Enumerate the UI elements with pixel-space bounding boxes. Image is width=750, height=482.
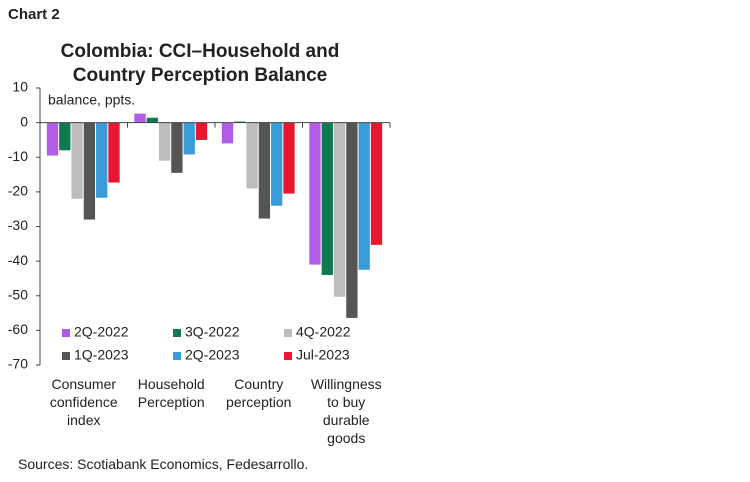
- source: Sources: Scotiabank Economics, Fedesarro…: [18, 456, 309, 472]
- legend-swatch: [284, 352, 292, 360]
- bar: [158, 122, 171, 161]
- legend-label: 2Q-2022: [74, 324, 129, 340]
- y-tick-label: 0: [20, 113, 28, 129]
- bar: [246, 122, 258, 189]
- legend-swatch: [173, 329, 181, 337]
- bar: [183, 122, 195, 155]
- bar: [309, 122, 321, 265]
- bar: [358, 122, 370, 270]
- chart-label: Chart 2: [8, 6, 60, 23]
- y-tick-label: 10: [12, 79, 28, 95]
- bar: [321, 122, 333, 275]
- bar: [171, 122, 183, 173]
- x-tick-label: Household Perception: [137, 376, 205, 410]
- y-axis-label: balance, ppts.: [48, 92, 135, 108]
- bar: [108, 122, 120, 183]
- y-tick-label: -20: [8, 183, 28, 199]
- bar: [83, 122, 96, 220]
- bar: [271, 122, 283, 206]
- chart-title: Colombia: CCI–Household and Country Perc…: [60, 41, 340, 86]
- bar: [221, 122, 234, 144]
- legend-swatch: [173, 352, 181, 360]
- y-tick-label: -60: [8, 321, 28, 337]
- bar: [283, 122, 295, 194]
- y-tick-label: -70: [8, 356, 28, 372]
- y-tick-label: -50: [8, 286, 28, 302]
- x-tick-label: Country perception: [226, 376, 292, 410]
- bar: [59, 122, 71, 151]
- bar: [346, 122, 358, 318]
- bar: [71, 122, 83, 199]
- x-tick-label: Consumer confidence index: [49, 376, 118, 428]
- legend-swatch: [284, 329, 292, 337]
- bar: [46, 122, 59, 156]
- bar: [146, 117, 158, 123]
- legend-label: 2Q-2023: [185, 347, 240, 363]
- legend-label: 3Q-2022: [185, 324, 240, 340]
- bar: [370, 122, 383, 245]
- bar: [96, 122, 108, 198]
- legend-label: 4Q-2022: [296, 324, 351, 340]
- bar: [333, 122, 346, 297]
- legend-label: Jul-2023: [296, 347, 350, 363]
- y-tick-label: -40: [8, 252, 28, 268]
- y-tick-label: -10: [8, 148, 28, 164]
- bar: [195, 122, 208, 140]
- bar: [234, 121, 246, 123]
- x-tick-label: Willingness to buy durable goods: [310, 376, 382, 446]
- bar: [134, 113, 146, 123]
- legend-swatch: [62, 352, 70, 360]
- legend-label: 1Q-2023: [74, 347, 129, 363]
- bar: [258, 122, 271, 219]
- legend-swatch: [62, 329, 70, 337]
- y-tick-label: -30: [8, 217, 28, 233]
